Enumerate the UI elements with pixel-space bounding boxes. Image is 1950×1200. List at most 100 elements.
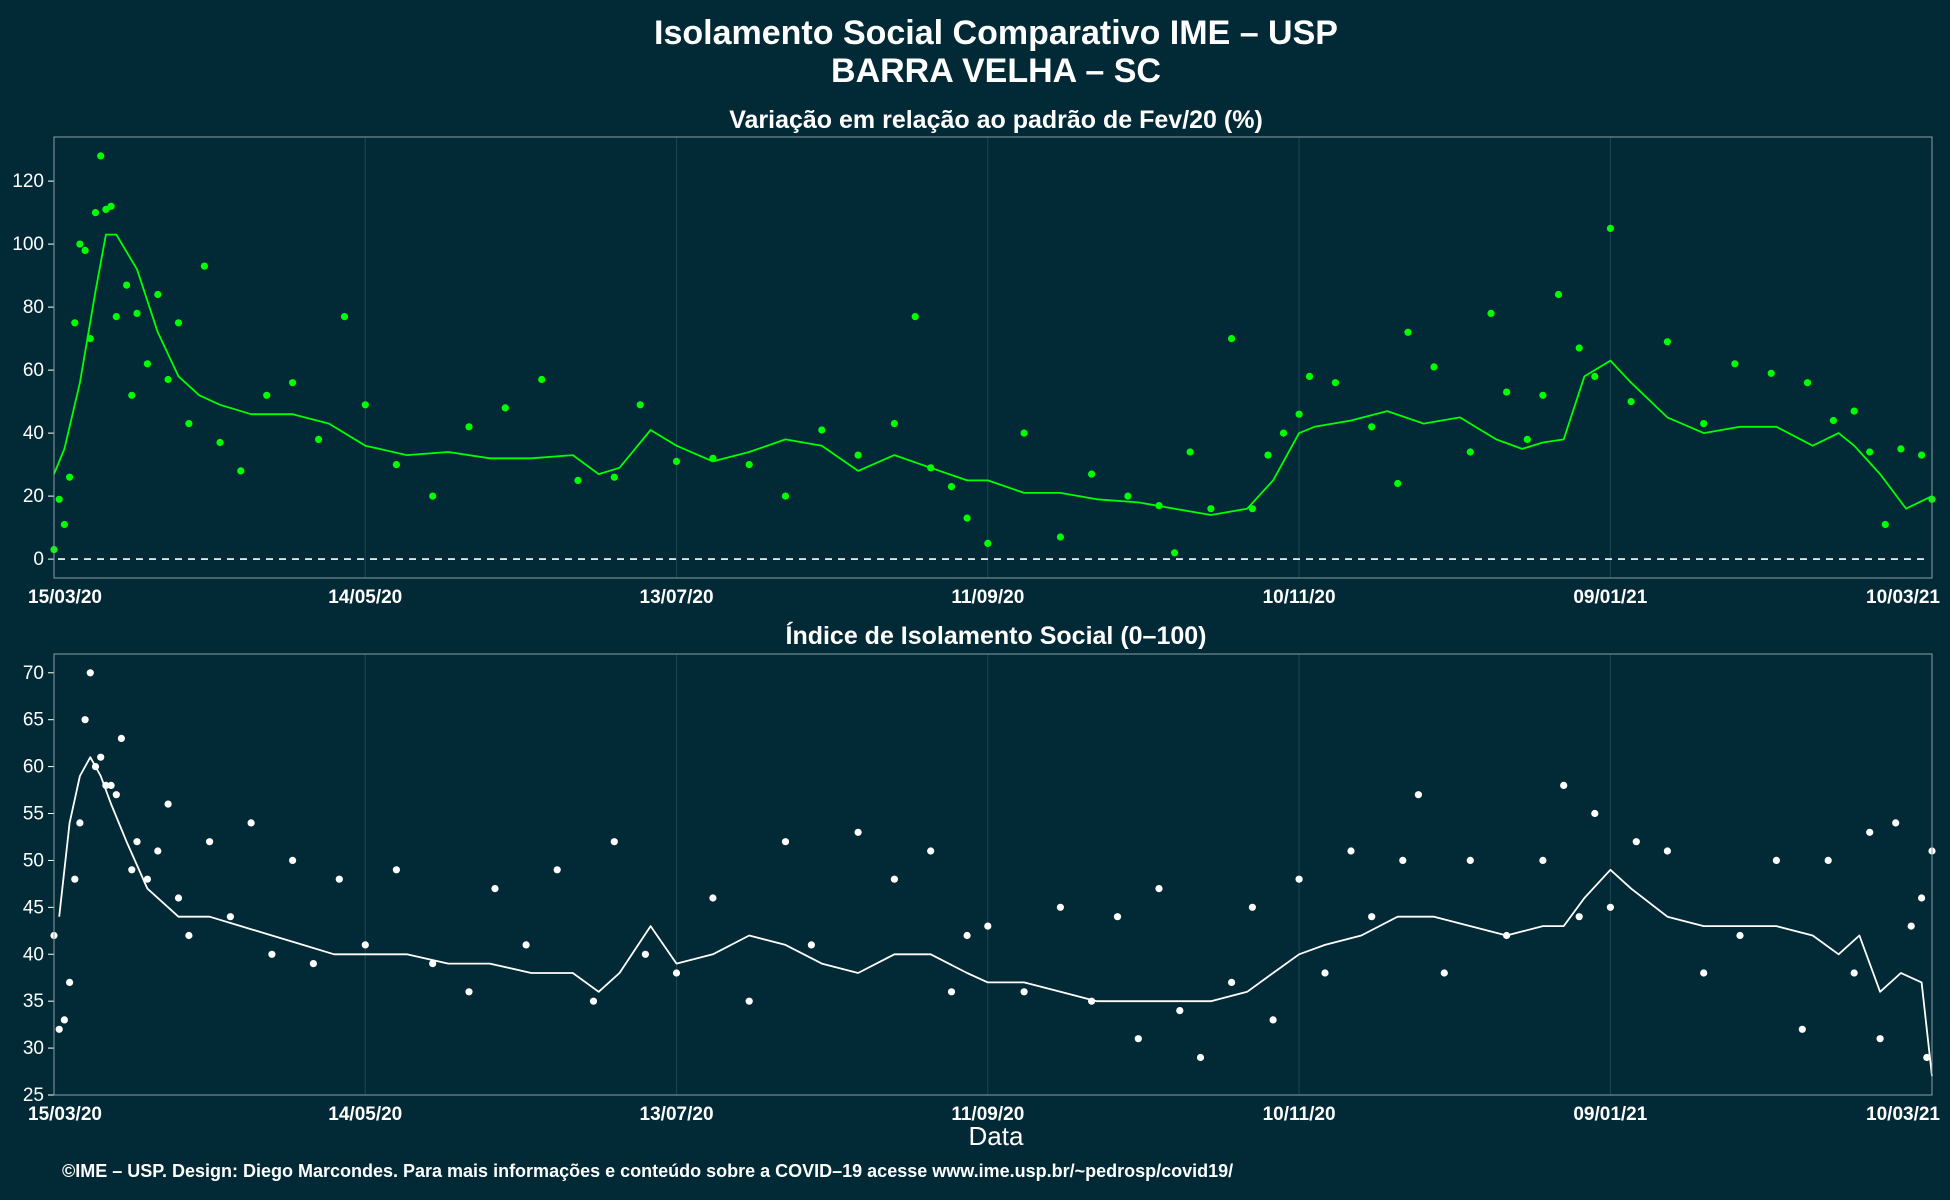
y-tick-label: 70 xyxy=(23,663,44,684)
data-point xyxy=(107,781,115,790)
data-point xyxy=(1866,828,1874,836)
data-point xyxy=(237,467,245,475)
data-point xyxy=(522,941,530,949)
data-point xyxy=(315,435,323,443)
data-point xyxy=(854,451,862,459)
data-point xyxy=(226,913,234,921)
data-point xyxy=(781,838,790,846)
data-point xyxy=(818,426,826,434)
data-point xyxy=(1124,492,1132,500)
data-point xyxy=(309,960,317,968)
data-point xyxy=(1503,388,1511,396)
panel-variation: 15/03/20 14/05/20 13/07/20 11/09/20 10/11/20… xyxy=(12,136,1940,608)
data-point xyxy=(1736,931,1744,940)
data-point xyxy=(1305,372,1314,380)
data-point xyxy=(911,313,919,321)
footer-credit: ©IME – USP. Design: Diego Marcondes. Par… xyxy=(62,1161,1233,1181)
x-tick-label: 13/07/20 xyxy=(640,587,714,608)
data-point xyxy=(123,281,131,289)
data-point xyxy=(361,401,369,409)
data-point xyxy=(1663,847,1671,855)
data-point xyxy=(133,838,141,846)
data-point xyxy=(641,950,650,958)
data-point xyxy=(1767,369,1775,377)
x-tick-label: 09/01/21 xyxy=(1573,1104,1647,1125)
data-point xyxy=(1803,379,1812,387)
data-point xyxy=(1088,470,1096,478)
y-tick-label: 25 xyxy=(23,1085,44,1106)
data-point xyxy=(1918,894,1926,902)
data-point xyxy=(361,941,369,949)
data-point xyxy=(574,476,582,484)
data-point xyxy=(55,495,63,503)
y-tick-label: 20 xyxy=(23,486,44,507)
data-point xyxy=(1331,379,1339,387)
data-point xyxy=(1020,429,1028,437)
data-point xyxy=(1155,885,1163,893)
data-point xyxy=(60,1016,68,1024)
data-point xyxy=(1269,1016,1277,1024)
data-point xyxy=(392,866,400,874)
data-point xyxy=(963,514,971,522)
data-point xyxy=(781,492,790,500)
data-point xyxy=(112,313,120,321)
data-point xyxy=(1207,505,1215,513)
data-point xyxy=(206,838,214,846)
data-point xyxy=(1487,309,1495,317)
data-point xyxy=(102,205,110,213)
data-point xyxy=(1368,913,1376,921)
data-point xyxy=(112,791,120,799)
data-point xyxy=(185,420,193,428)
data-point xyxy=(340,313,349,321)
data-point xyxy=(60,520,68,529)
data-point xyxy=(1923,1053,1931,1062)
data-point xyxy=(1523,435,1531,443)
data-point xyxy=(117,734,125,743)
data-point xyxy=(1591,809,1599,818)
data-point xyxy=(86,669,94,677)
data-point xyxy=(1876,1035,1884,1043)
data-point xyxy=(1554,290,1563,299)
data-point xyxy=(1113,913,1122,921)
data-point xyxy=(71,319,79,327)
data-point xyxy=(1866,448,1874,456)
data-point xyxy=(1798,1025,1806,1033)
data-point xyxy=(745,997,753,1005)
x-tick-label: 15/03/20 xyxy=(28,587,102,608)
data-point xyxy=(164,375,172,384)
y-tick-label: 65 xyxy=(23,710,44,731)
data-point xyxy=(128,866,136,874)
data-point xyxy=(1772,856,1780,865)
data-point xyxy=(1824,856,1832,865)
data-point xyxy=(154,847,162,855)
data-point xyxy=(81,716,89,724)
data-point xyxy=(807,941,816,949)
data-point xyxy=(1627,398,1635,406)
data-point xyxy=(927,847,935,855)
data-point xyxy=(429,960,437,968)
data-point xyxy=(1399,856,1407,865)
data-point xyxy=(107,202,115,210)
data-point xyxy=(97,753,105,761)
y-tick-label: 60 xyxy=(23,360,44,381)
data-point xyxy=(1632,838,1640,846)
x-tick-label: 09/01/21 xyxy=(1573,587,1647,608)
data-point xyxy=(1700,969,1708,977)
data-point xyxy=(538,375,546,384)
data-point xyxy=(1020,988,1028,996)
data-point xyxy=(1248,505,1256,513)
y-tick-label: 40 xyxy=(23,944,44,965)
data-point xyxy=(1279,429,1288,437)
data-point xyxy=(890,875,899,883)
data-point xyxy=(1264,451,1272,459)
data-point xyxy=(1321,969,1329,977)
data-point xyxy=(672,457,681,465)
y-tick-label: 40 xyxy=(23,423,44,444)
data-point xyxy=(1575,344,1583,352)
data-point xyxy=(854,828,862,836)
data-point xyxy=(672,969,681,977)
data-point xyxy=(1897,445,1905,453)
data-point xyxy=(1440,969,1448,977)
data-point xyxy=(247,819,255,827)
